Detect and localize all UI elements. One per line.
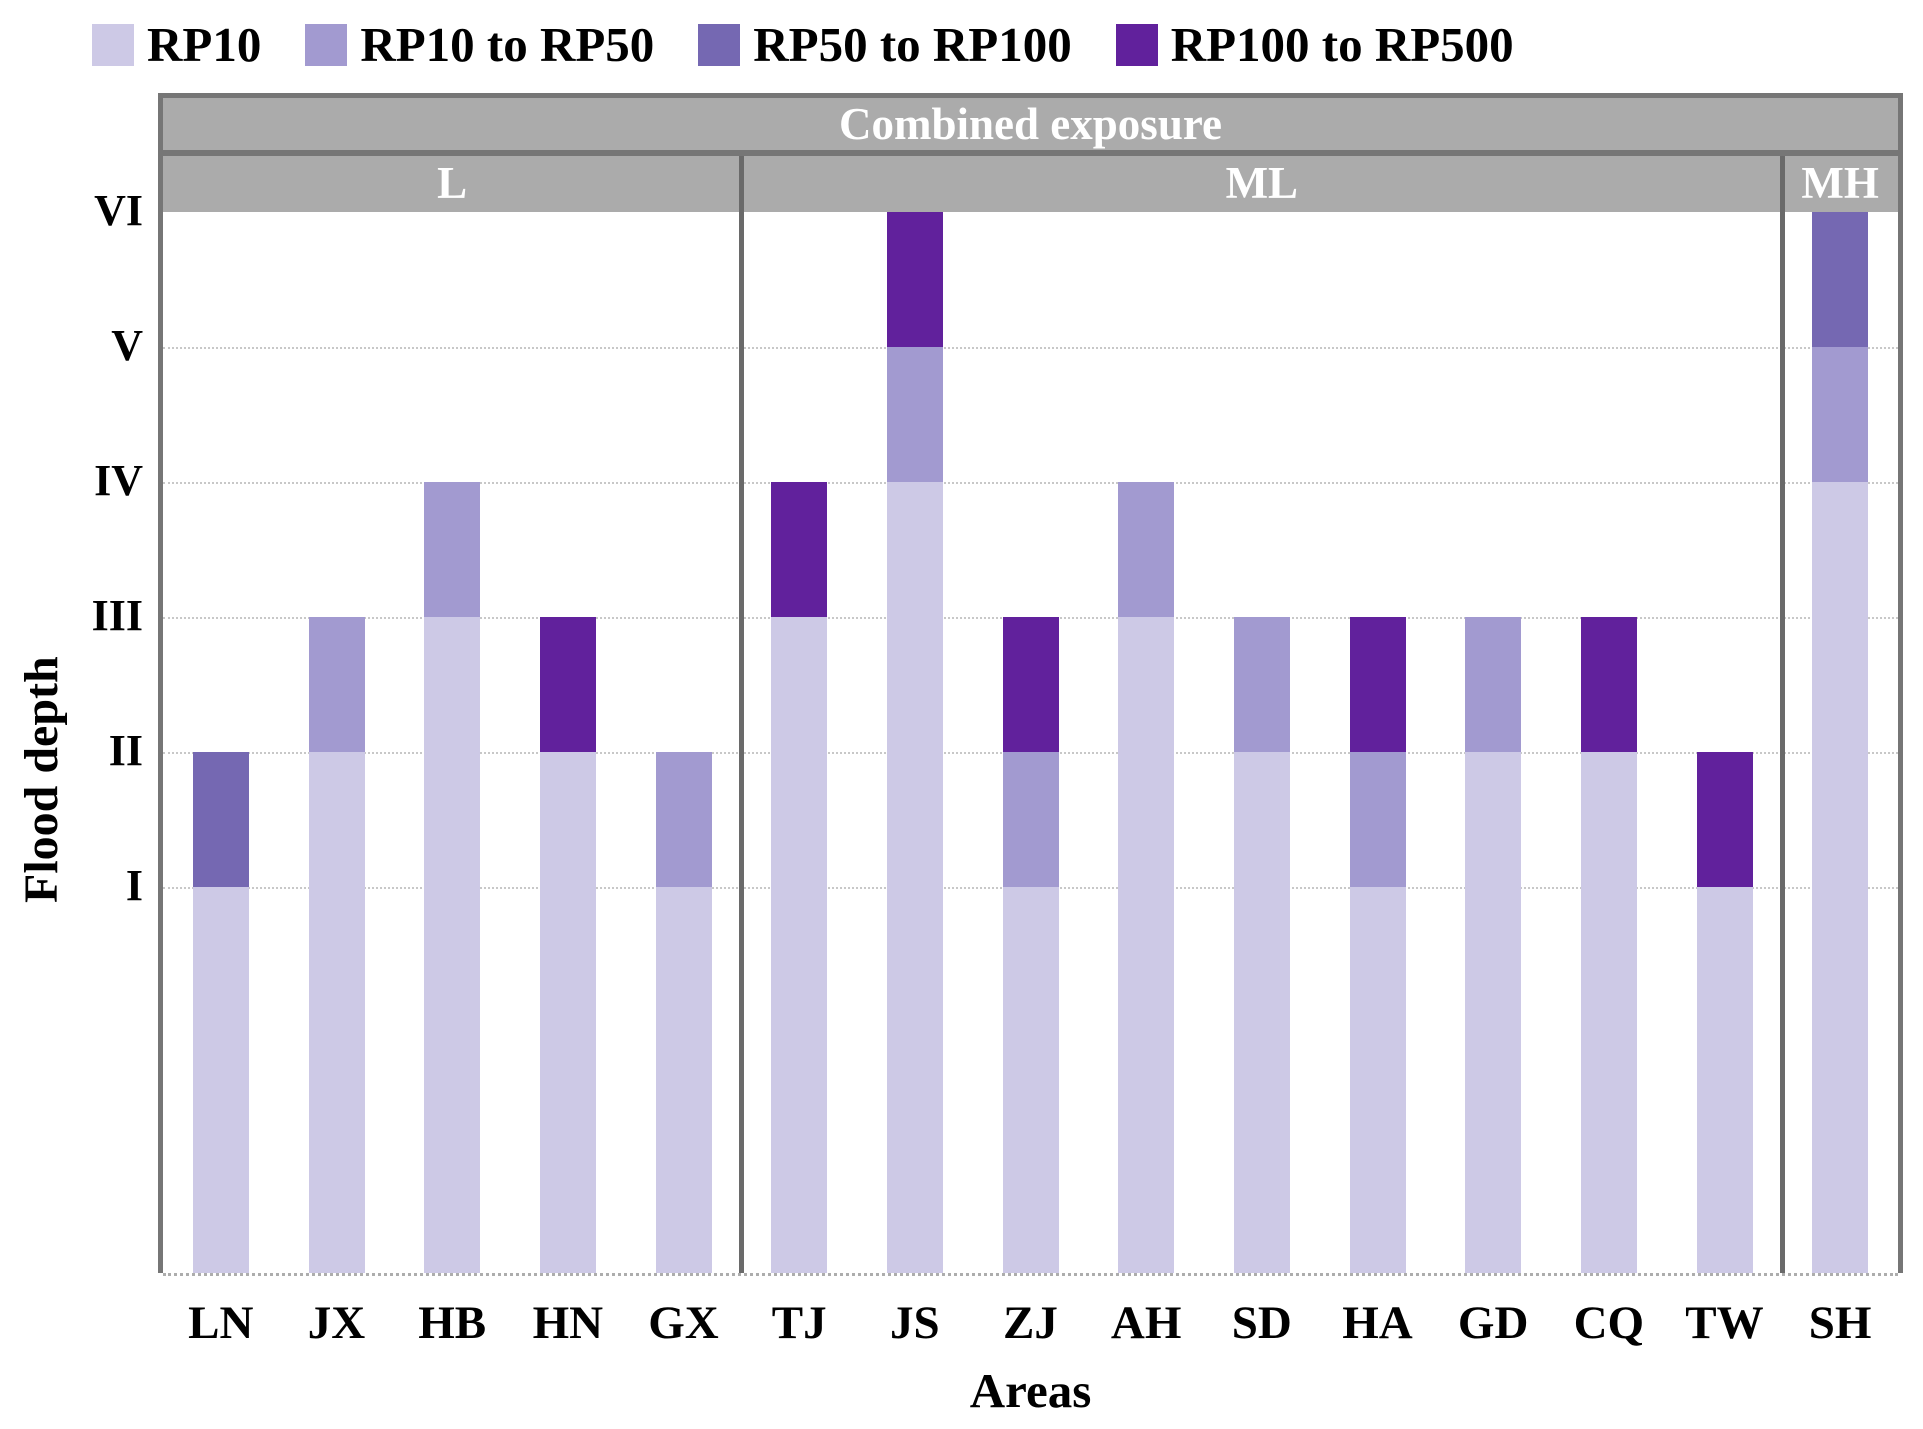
bar-segment-HA-rp10	[1349, 887, 1406, 1273]
x-tick-JX: JX	[307, 1297, 366, 1349]
bar-segment-AH-rp10	[1118, 617, 1175, 1273]
bar-segment-HB-rp10-to-rp50	[424, 482, 481, 617]
bar-segment-GX-rp10-to-rp50	[655, 752, 712, 887]
bar-segment-LN-rp10	[192, 887, 249, 1273]
x-tick-HA: HA	[1342, 1297, 1413, 1349]
x-tick-GX: GX	[648, 1297, 719, 1349]
bar-segment-SD-rp10-to-rp50	[1233, 617, 1290, 752]
y-tick-V: V	[111, 321, 143, 370]
bar-segment-JX-rp10	[308, 752, 365, 1273]
bar-segment-GX-rp10	[655, 887, 712, 1273]
bar-segment-SH-rp10	[1812, 482, 1869, 1273]
x-tick-CQ: CQ	[1573, 1297, 1645, 1349]
bar-segment-JS-rp10	[886, 482, 943, 1273]
bar-segment-ZJ-rp100-to-rp500	[1002, 617, 1059, 752]
bar-segment-HN-rp100-to-rp500	[539, 617, 596, 752]
bar-segment-SH-rp50-to-rp100	[1812, 212, 1869, 347]
bar-segment-ZJ-rp10-to-rp50	[1002, 752, 1059, 887]
bar-segment-AH-rp10-to-rp50	[1118, 482, 1175, 617]
legend-label-rp100-rp500: RP100 to RP500	[1170, 17, 1514, 72]
x-tick-LN: LN	[188, 1297, 254, 1349]
legend-item-rp100-rp500: RP100 to RP500	[1115, 15, 1514, 75]
x-tick-TJ: TJ	[771, 1297, 827, 1349]
bar-segment-GD-rp10-to-rp50	[1465, 617, 1522, 752]
bar-segment-HN-rp10	[539, 752, 596, 1273]
x-tick-JS: JS	[890, 1297, 940, 1349]
bar-segment-TJ-rp100-to-rp500	[771, 482, 828, 617]
bar-segment-LN-rp50-to-rp100	[192, 752, 249, 887]
legend-item-rp50-rp100: RP50 to RP100	[698, 15, 1072, 75]
y-tick-I: I	[125, 861, 143, 910]
legend-label-rp50-rp100: RP50 to RP100	[753, 17, 1072, 72]
combined-exposure-band: Combined exposure	[163, 98, 1898, 150]
x-tick-HN: HN	[532, 1297, 604, 1349]
legend-swatch-rp10-icon	[92, 24, 134, 66]
bar-segment-JS-rp100-to-rp500	[886, 212, 943, 347]
section-divider-1	[1779, 156, 1785, 1273]
gridline-level-IV	[163, 482, 1898, 484]
bar-segment-HA-rp100-to-rp500	[1349, 617, 1406, 752]
exposure-group-label-ml: ML	[1225, 158, 1299, 208]
bar-segment-CQ-rp100-to-rp500	[1580, 617, 1637, 752]
legend-label-rp10-rp50: RP10 to RP50	[360, 17, 655, 72]
bar-segment-ZJ-rp10	[1002, 887, 1059, 1273]
legend-swatch-rp10-rp50-icon	[305, 24, 348, 66]
bar-segment-TW-rp10	[1696, 887, 1753, 1273]
chart-legend: RP10 RP10 to RP50 RP50 to RP100 RP100 to…	[92, 14, 1514, 76]
y-tick-VI: VI	[94, 186, 143, 235]
bar-segment-JS-rp10-to-rp50	[886, 347, 943, 482]
exposure-group-label-l: L	[437, 158, 468, 208]
legend-swatch-rp100-rp500-icon	[1115, 24, 1158, 66]
bar-segment-GD-rp10	[1465, 752, 1522, 1273]
section-divider-0	[738, 156, 744, 1273]
y-tick-IV: IV	[94, 456, 143, 505]
y-tick-II: II	[108, 726, 143, 775]
y-tick-III: III	[91, 591, 143, 640]
exposure-group-label-mh: MH	[1801, 158, 1879, 208]
x-tick-ZJ: ZJ	[1003, 1297, 1058, 1349]
chart-frame: Combined exposure L ML MH I II III IV V VI LN JX H…	[92, 93, 1903, 1349]
band-separator	[163, 150, 1898, 156]
x-axis-title: Areas	[969, 1363, 1092, 1418]
bar-segment-HA-rp10-to-rp50	[1349, 752, 1406, 887]
bar-segment-HB-rp10	[424, 617, 481, 1273]
bar-segment-SD-rp10	[1233, 752, 1290, 1273]
plot-area: I II III IV V VI LN JX HB HN GX TJ JS ZJ AH SD HA GD CQ TW S…	[92, 186, 1898, 1349]
x-tick-HB: HB	[418, 1297, 487, 1349]
x-tick-TW: TW	[1685, 1297, 1764, 1349]
bar-segment-JX-rp10-to-rp50	[308, 617, 365, 752]
legend-item-rp10: RP10	[92, 15, 261, 75]
x-tick-AH: AH	[1110, 1297, 1182, 1349]
x-tick-SH: SH	[1808, 1297, 1872, 1349]
bar-segment-SH-rp10-to-rp50	[1812, 347, 1869, 482]
legend-item-rp10-rp50: RP10 to RP50	[305, 15, 654, 75]
legend-label-rp10: RP10	[147, 17, 262, 72]
bar-segment-CQ-rp10	[1580, 752, 1637, 1273]
gridline-level-V	[163, 347, 1898, 349]
legend-swatch-rp50-rp100-icon	[698, 24, 741, 66]
x-tick-SD: SD	[1231, 1297, 1292, 1349]
x-tick-GD: GD	[1457, 1297, 1529, 1349]
exposure-group-band: L ML MH	[163, 156, 1898, 212]
bar-segment-TJ-rp10	[771, 617, 828, 1273]
bar-segment-TW-rp100-to-rp500	[1696, 752, 1753, 887]
